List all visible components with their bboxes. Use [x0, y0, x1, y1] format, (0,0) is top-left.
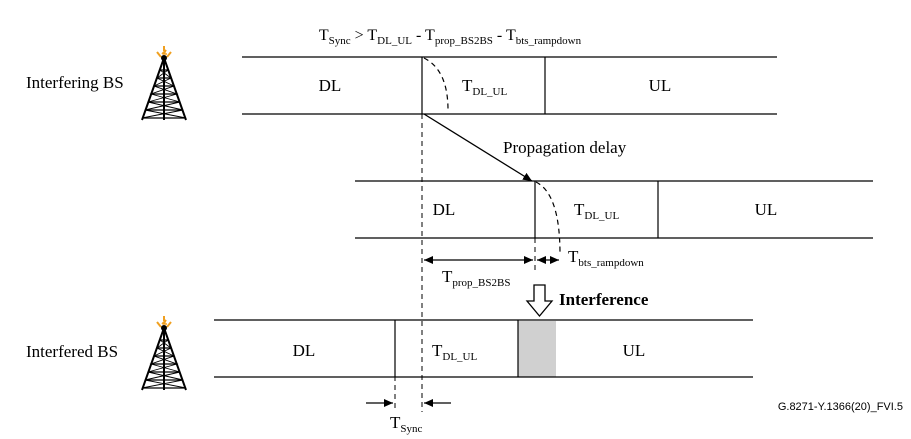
victim-bs-frame	[355, 180, 873, 255]
interference-arrow-icon	[525, 284, 554, 318]
row1-tdlul-label: TDL_UL	[462, 76, 507, 98]
row3-ul-label: UL	[623, 341, 646, 360]
tprop-label: Tprop_BS2BS	[442, 267, 510, 289]
propagation-delay-label: Propagation delay	[503, 138, 627, 157]
row2-tdlul-label: TDL_UL	[574, 200, 619, 222]
row3-tdlul-label: TDL_UL	[432, 341, 477, 363]
interfered-bs-label: Interfered BS	[26, 342, 118, 361]
propagation-delay-arrow	[423, 113, 533, 182]
figure-id: G.8271-Y.1366(20)_FVI.5	[778, 401, 903, 413]
row1-ul-label: UL	[649, 76, 672, 95]
row3-dl-label: DL	[293, 341, 316, 360]
row2-dl-label: DL	[433, 200, 456, 219]
interference-region	[518, 321, 556, 377]
row2-ul-label: UL	[755, 200, 778, 219]
sync-formula: TSync > TDL_UL - Tprop_BS2BS - Tbts_ramp…	[319, 27, 582, 47]
interfering-bs-label: Interfering BS	[26, 73, 124, 92]
interfering-bs-antenna-icon	[141, 46, 187, 121]
interfered-bs-frame	[214, 319, 753, 378]
interfered-bs-antenna-icon	[141, 316, 187, 391]
tsync-label: TSync	[390, 413, 423, 435]
interference-label: Interference	[559, 290, 649, 309]
row1-dl-label: DL	[319, 76, 342, 95]
interfering-bs-frame	[242, 56, 777, 115]
tbts-label: Tbts_rampdown	[568, 247, 644, 269]
